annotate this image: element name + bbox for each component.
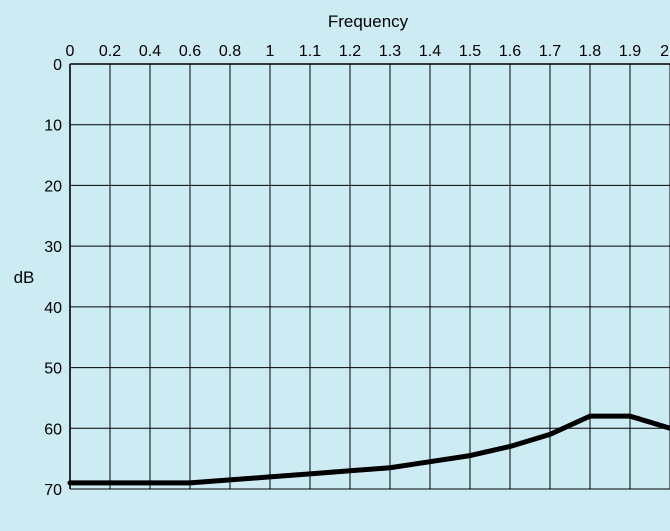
y-tick-label: 50 <box>44 361 62 378</box>
y-tick-label: 10 <box>44 118 62 135</box>
y-tick-labels: 0 10 20 30 40 50 60 70 <box>44 57 62 499</box>
y-tick-label: 60 <box>44 421 62 438</box>
y-tick-label: 30 <box>44 239 62 256</box>
x-tick-label: 0.2 <box>99 43 121 60</box>
y-tick-label: 70 <box>44 482 62 499</box>
x-tick-label: 1.6 <box>499 43 521 60</box>
x-tick-labels: 0 0.2 0.4 0.6 0.8 1 1.1 1.2 1.3 1.4 1.5 1.6 1.7 1.8 1.… <box>66 43 670 60</box>
x-tick-label: 0.6 <box>179 43 201 60</box>
x-axis-title: Frequency <box>328 12 409 31</box>
x-tick-label: 1.2 <box>339 43 361 60</box>
x-tick-label: 0.8 <box>219 43 241 60</box>
data-series <box>67 413 670 486</box>
y-axis-title: dB <box>14 268 35 287</box>
series-line <box>67 413 670 486</box>
x-tick-label: 1.4 <box>419 43 441 60</box>
x-tick-label: 1.1 <box>299 43 321 60</box>
x-tick-label: 1 <box>266 43 275 60</box>
y-tick-label: 20 <box>44 178 62 195</box>
x-tick-label: 2 <box>660 43 669 60</box>
x-tick-label: 1.9 <box>619 43 641 60</box>
x-tick-label: 1.5 <box>459 43 481 60</box>
x-tick-label: 1.8 <box>579 43 601 60</box>
x-tick-label: 1.7 <box>539 43 561 60</box>
x-tick-label: 0.4 <box>139 43 161 60</box>
y-tick-label: 40 <box>44 300 62 317</box>
x-tick-label: 1.3 <box>379 43 401 60</box>
x-tick-label: 0 <box>66 43 75 60</box>
y-tick-label: 0 <box>53 57 62 74</box>
